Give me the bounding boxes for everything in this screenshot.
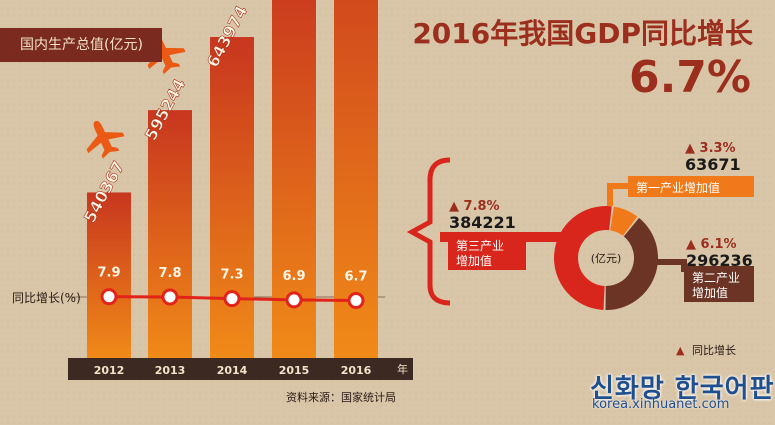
x-tick-label: 2014 xyxy=(217,364,248,377)
primary-growth: ▲ 3.3% xyxy=(685,141,736,156)
legend-marker: ▲ xyxy=(676,344,685,357)
donut-slice-3 xyxy=(554,206,612,310)
plane-shape xyxy=(86,120,125,159)
secondary-value: 296236 xyxy=(686,251,753,270)
source-label: 资料来源：国家统计局 xyxy=(286,391,396,404)
x-unit-label: 年 xyxy=(397,363,408,376)
unit-label: 国内生产总值(亿元) xyxy=(0,28,162,62)
x-tick-label: 2013 xyxy=(155,364,186,377)
growth-value-label: 7.9 xyxy=(97,266,120,281)
secondary-growth: ▲ 6.1% xyxy=(686,237,737,252)
legend-label: 同比增长 xyxy=(692,343,736,357)
watermark-url: korea.xinhuanet.com xyxy=(592,397,730,412)
tertiary-growth: ▲ 7.8% xyxy=(449,199,500,214)
growth-point-2016 xyxy=(347,292,365,310)
donut-slice-1 xyxy=(610,206,638,236)
watermark-title: 신화망 한국어판 xyxy=(590,374,775,404)
growth-value-label: 7.8 xyxy=(158,266,181,281)
growth-point-2015 xyxy=(285,291,303,309)
plane-icon xyxy=(86,120,125,159)
x-axis-band xyxy=(68,358,413,380)
bar-2014 xyxy=(210,37,254,358)
growth-point-2013 xyxy=(161,288,179,306)
growth-value-label: 6.9 xyxy=(282,269,305,284)
x-tick-label: 2016 xyxy=(341,364,372,377)
growth-point-2012 xyxy=(100,288,118,306)
primary-box xyxy=(628,176,754,197)
donut-slice-2 xyxy=(605,217,658,310)
primary-label: 第一产业增加值 xyxy=(636,180,720,195)
tertiary-value: 384221 xyxy=(449,213,516,232)
tertiary-box xyxy=(448,234,526,270)
growth-value-label: 7.3 xyxy=(220,268,243,283)
growth-line: 7.9 7.8 7.3 6.9 6.7 xyxy=(97,266,368,310)
primary-value: 63671 xyxy=(685,155,741,174)
page-title: 2016年我国GDP同比增长 xyxy=(412,17,753,50)
donut-center-label: (亿元) xyxy=(591,252,622,265)
bar-2013 xyxy=(148,110,192,358)
x-tick-label: 2012 xyxy=(94,364,125,377)
bracket xyxy=(406,157,451,306)
secondary-box xyxy=(684,266,754,302)
growth-axis-label: 同比增长(%) xyxy=(12,291,81,305)
bar-2012 xyxy=(87,192,131,358)
tertiary-label: 增加值 xyxy=(456,253,492,268)
growth-value-label: 6.7 xyxy=(344,270,367,285)
secondary-label: 增加值 xyxy=(692,285,728,300)
growth-point-2014 xyxy=(223,290,241,308)
headline-value: 6.7% xyxy=(628,52,751,103)
secondary-label: 第二产业 xyxy=(692,271,740,285)
primary-connector xyxy=(607,183,628,206)
x-tick-label: 2015 xyxy=(279,364,310,377)
tertiary-label: 第三产业 xyxy=(456,239,504,253)
